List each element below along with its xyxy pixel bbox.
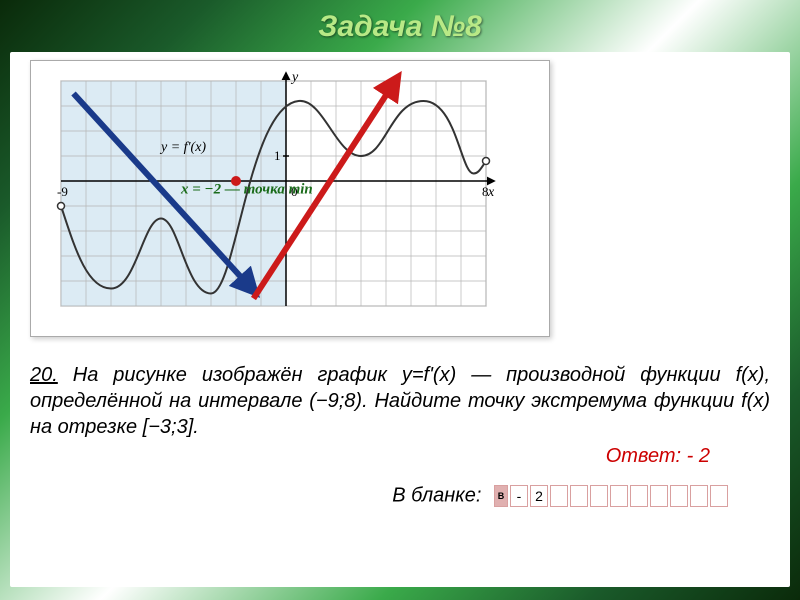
grid-cell [570, 485, 588, 507]
svg-text:-9: -9 [57, 184, 68, 199]
grid-cell [670, 485, 688, 507]
grid-cell: - [510, 485, 528, 507]
answer-value: - 2 [687, 445, 710, 467]
chart-container: -9081xyy = f'(x)x = −2 — точка min [30, 60, 550, 337]
grid-cell [590, 485, 608, 507]
svg-text:x: x [487, 185, 495, 200]
svg-text:x = −2 — точка min: x = −2 — точка min [180, 182, 313, 198]
derivative-chart: -9081xyy = f'(x)x = −2 — точка min [41, 71, 541, 321]
slide-title: Задача №8 [0, 0, 800, 44]
grid-label-cell: В [494, 485, 508, 507]
blank-line: В бланке: В-2 [30, 483, 770, 509]
grid-cell [710, 485, 728, 507]
grid-cell [610, 485, 628, 507]
blank-label: В бланке: [392, 484, 481, 506]
grid-cell [630, 485, 648, 507]
svg-text:y: y [290, 71, 299, 85]
grid-cell [690, 485, 708, 507]
content-area: -9081xyy = f'(x)x = −2 — точка min 20. Н… [10, 52, 790, 587]
problem-number: 20. [30, 364, 58, 386]
answer-label: Ответ: [606, 445, 681, 467]
grid-cell [550, 485, 568, 507]
svg-text:y = f'(x): y = f'(x) [159, 140, 206, 155]
grid-cell: 2 [530, 485, 548, 507]
answer-grid: В-2 [492, 483, 730, 509]
problem-body: На рисунке изображён график y=f'(x) — пр… [30, 364, 770, 438]
grid-cell [650, 485, 668, 507]
answer-line: Ответ: - 2 [30, 445, 770, 468]
svg-text:1: 1 [274, 148, 281, 163]
problem-text: 20. На рисунке изображён график y=f'(x) … [30, 362, 770, 440]
